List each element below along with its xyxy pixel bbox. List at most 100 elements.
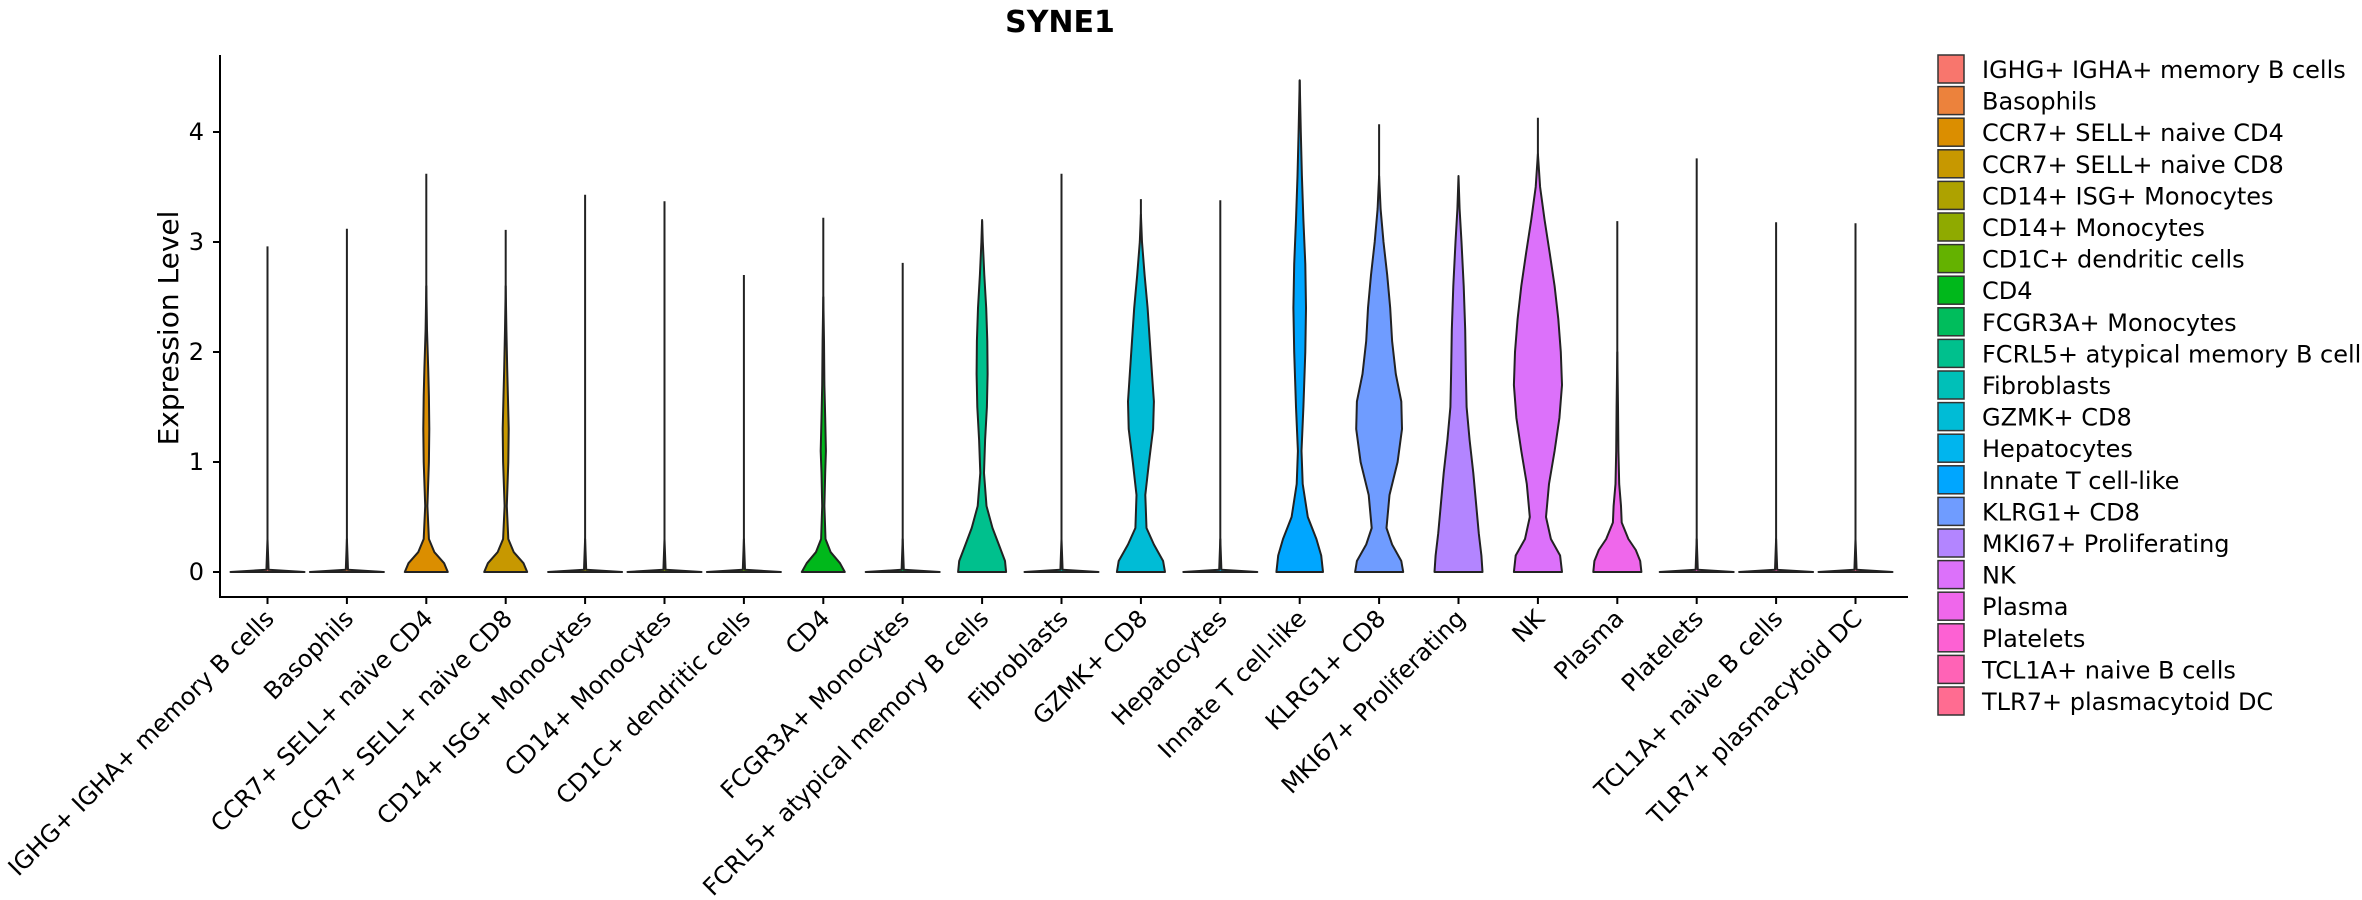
legend-label: CCR7+ SELL+ naive CD4 <box>1982 119 2284 147</box>
violin <box>626 538 703 573</box>
legend-swatch <box>1937 654 1965 685</box>
legend-item: KLRG1+ CD8 <box>1937 496 2140 527</box>
y-tick-label: 4 <box>189 118 204 146</box>
violins <box>229 79 1894 573</box>
violin <box>1182 538 1259 573</box>
legend-swatch <box>1937 559 1965 590</box>
violin <box>1115 213 1166 573</box>
violin <box>547 538 624 573</box>
violin <box>1512 153 1563 573</box>
y-tick-label: 0 <box>189 558 204 586</box>
x-ticks: IGHG+ IGHA+ memory B cellsBasophilsCCR7+… <box>3 597 1868 900</box>
legend-label: MKI67+ Proliferating <box>1982 530 2230 558</box>
legend-item: CCR7+ SELL+ naive CD8 <box>1937 149 2284 179</box>
x-tick-label: FCRL5+ atypical memory B cells <box>697 604 994 900</box>
legend-item: TCL1A+ naive B cells <box>1937 654 2236 685</box>
legend-swatch <box>1937 465 1965 495</box>
x-tick-label: Plasma <box>1549 604 1630 685</box>
x-tick-label: IGHG+ IGHA+ memory B cells <box>3 604 280 881</box>
violin <box>229 538 306 573</box>
legend-item: CD1C+ dendritic cells <box>1937 243 2245 274</box>
legend-swatch <box>1937 275 1965 305</box>
legend-item: FCRL5+ atypical memory B cells <box>1937 338 2362 369</box>
legend-swatch <box>1937 623 1965 653</box>
legend-item: IGHG+ IGHA+ memory B cells <box>1937 54 2346 84</box>
legend-label: Plasma <box>1982 593 2068 621</box>
violin <box>1738 538 1815 573</box>
legend-label: CD4 <box>1982 277 2033 305</box>
legend-label: NK <box>1982 562 2017 590</box>
legend-item: Fibroblasts <box>1937 370 2111 400</box>
legend-label: IGHG+ IGHA+ memory B cells <box>1982 56 2346 84</box>
legend-item: NK <box>1937 559 2017 590</box>
legend-item: CD4 <box>1937 275 2033 305</box>
legend-item: TLR7+ plasmacytoid DC <box>1937 686 2273 716</box>
violin <box>483 285 529 573</box>
legend-item: Basophils <box>1937 85 2097 116</box>
legend-label: TCL1A+ naive B cells <box>1981 656 2236 684</box>
legend-label: KLRG1+ CD8 <box>1982 498 2140 526</box>
legend-label: CCR7+ SELL+ naive CD8 <box>1982 151 2284 179</box>
y-ticks: 0 1 2 3 4 <box>189 118 220 586</box>
legend-swatch <box>1937 180 1965 211</box>
legend-swatch <box>1937 85 1965 116</box>
legend-item: Innate T cell-like <box>1937 465 2179 495</box>
legend-swatch <box>1937 401 1965 432</box>
legend-swatch <box>1937 338 1965 369</box>
legend-swatch <box>1937 307 1965 337</box>
violin <box>1023 538 1100 573</box>
legend-swatch <box>1937 591 1965 621</box>
legend-label: CD14+ Monocytes <box>1982 214 2205 242</box>
violin <box>705 538 782 573</box>
violin <box>957 219 1008 573</box>
violin <box>1658 538 1735 573</box>
x-tick-label: Innate T cell-like <box>1153 604 1312 763</box>
x-tick-label: CD4 <box>780 604 836 660</box>
legend-label: FCGR3A+ Monocytes <box>1982 309 2237 337</box>
legend-item: FCGR3A+ Monocytes <box>1937 307 2237 337</box>
legend-swatch <box>1937 117 1965 147</box>
legend-label: TLR7+ plasmacytoid DC <box>1981 688 2273 716</box>
violin <box>1354 175 1405 573</box>
legend-item: Plasma <box>1937 591 2068 621</box>
legend-swatch <box>1937 149 1965 179</box>
y-tick-label: 2 <box>189 338 204 366</box>
legend-label: Basophils <box>1982 88 2097 116</box>
legend-swatch <box>1937 212 1965 242</box>
y-tick-label: 1 <box>189 448 204 476</box>
legend-swatch <box>1937 370 1965 400</box>
legend-label: GZMK+ CD8 <box>1982 404 2132 432</box>
legend-label: Innate T cell-like <box>1982 467 2179 495</box>
legend-swatch <box>1937 496 1965 527</box>
legend-label: CD14+ ISG+ Monocytes <box>1982 182 2274 210</box>
legend-item: MKI67+ Proliferating <box>1937 528 2230 558</box>
legend-item: Platelets <box>1937 623 2085 653</box>
legend-item: CCR7+ SELL+ naive CD4 <box>1937 117 2284 147</box>
violin <box>800 296 846 573</box>
legend-swatch <box>1937 243 1965 274</box>
legend-item: GZMK+ CD8 <box>1937 401 2132 432</box>
legend-label: Fibroblasts <box>1982 372 2111 400</box>
legend-item: CD14+ Monocytes <box>1937 212 2205 242</box>
violin <box>403 285 449 573</box>
chart-title: SYNE1 <box>1005 5 1115 40</box>
violin <box>1433 175 1484 573</box>
violin <box>1817 538 1894 573</box>
x-tick-label: NK <box>1507 604 1552 649</box>
violin <box>864 538 941 573</box>
violin <box>1275 79 1324 573</box>
legend-swatch <box>1937 528 1965 558</box>
legend-swatch <box>1937 686 1965 716</box>
violin <box>1592 351 1643 573</box>
legend-swatch <box>1937 433 1965 463</box>
legend-label: FCRL5+ atypical memory B cells <box>1982 340 2362 368</box>
y-axis-title: Expression Level <box>152 211 185 446</box>
legend-item: Hepatocytes <box>1937 433 2133 463</box>
legend-label: CD1C+ dendritic cells <box>1982 246 2245 274</box>
legend-label: Platelets <box>1982 625 2085 653</box>
legend-swatch <box>1937 54 1965 84</box>
legend: IGHG+ IGHA+ memory B cells Basophils CCR7+… <box>1937 54 2362 716</box>
violin <box>308 538 385 573</box>
y-tick-label: 3 <box>189 228 204 256</box>
